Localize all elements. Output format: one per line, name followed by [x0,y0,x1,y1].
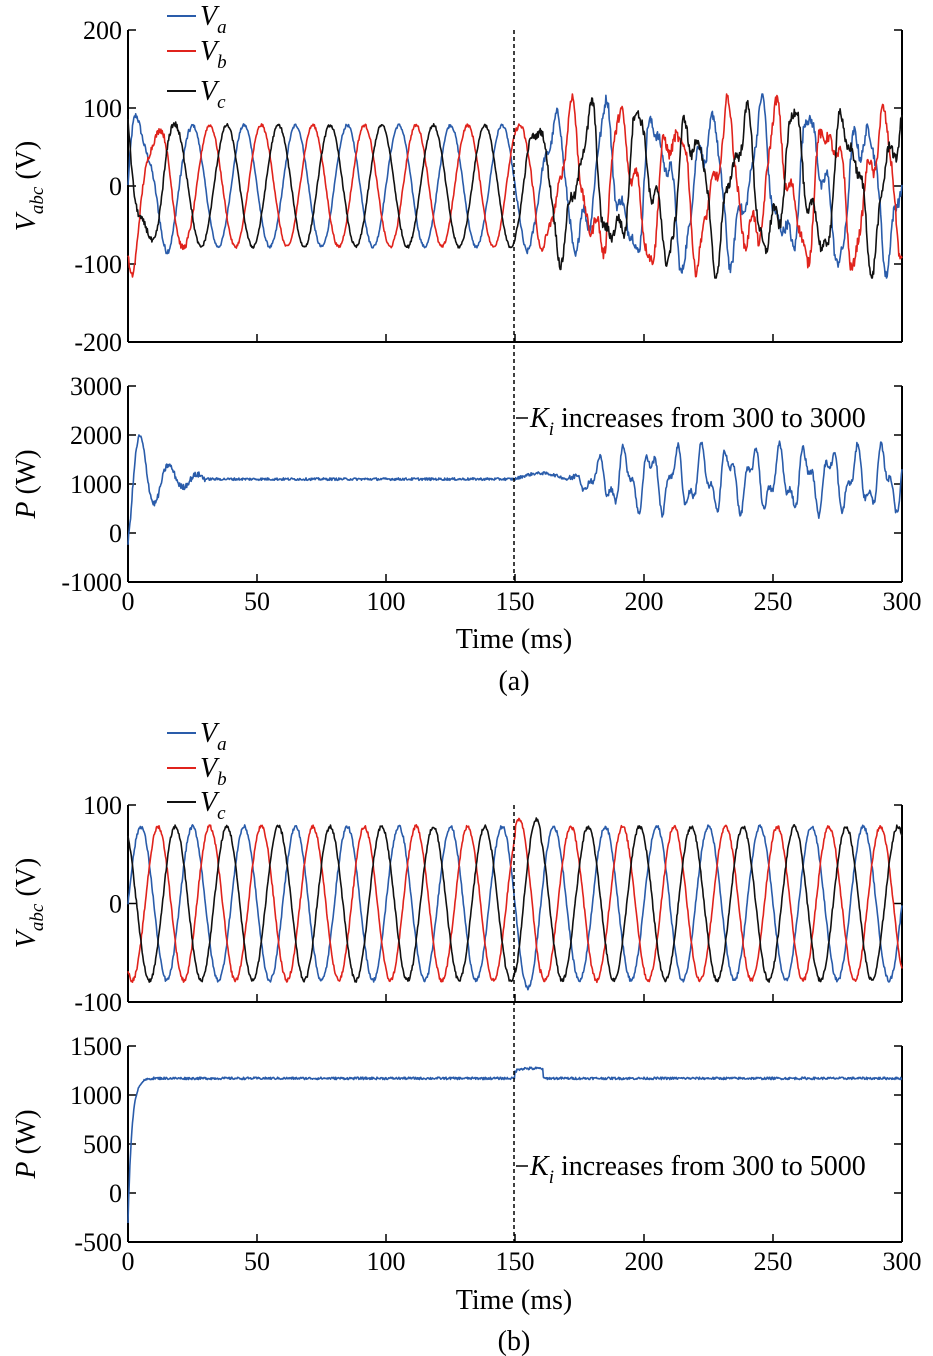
x-tick-label: 100 [367,587,406,616]
x-tick-label: 0 [122,587,135,616]
x-tick-label: 150 [496,587,535,616]
legend-b-va-label: Va [200,718,227,755]
y-tick-label: -500 [74,1228,122,1257]
x-tick-label: 200 [625,587,664,616]
y-axis-title: P (W) [11,1109,42,1179]
annotation-b-text: Ki increases from 300 to 5000 [529,1151,866,1188]
y-tick-label: 0 [109,519,122,548]
y-tick-label: 2000 [70,421,122,450]
caption-a: (a) [498,666,529,697]
legend-a-va-label: Va [200,1,227,38]
series-vb-a [127,93,903,278]
y-tick-label: 0 [109,890,122,919]
x-tick-label: 100 [367,1247,406,1276]
legend-b: Va Vb Vc [167,718,227,824]
y-tick-label: -100 [74,250,122,279]
series-vc-a [127,97,903,279]
legend-b-vb-label: Vb [200,753,227,790]
series-p-b [127,1066,903,1224]
y-axis-title: Vabc (V) [11,858,48,948]
y-tick-label: -200 [74,328,122,357]
legend-a: Va Vb Vc [167,1,227,113]
annotation-a: Ki increases from 300 to 3000 [516,403,866,440]
y-axis-title: Vabc (V) [11,141,48,231]
series-va-b [127,824,903,991]
y-tick-label: 100 [83,94,122,123]
x-tick-label: 150 [496,1247,535,1276]
y-axis-title: P (W) [11,449,42,519]
x-tick-label: 50 [244,587,270,616]
x-tick-label: 0 [122,1247,135,1276]
x-tick-label: 300 [883,1247,922,1276]
series-vb-b [127,817,903,984]
y-tick-label: 1000 [70,1081,122,1110]
x-tick-label: 250 [754,1247,793,1276]
y-tick-label: 1000 [70,470,122,499]
y-tick-label: 100 [83,791,122,820]
panel-a-voltage: 200 100 0 -100 -200 Vabc (V) [11,16,903,357]
y-tick-label: 200 [83,16,122,45]
x-tick-label: 200 [625,1247,664,1276]
annotation-a-text: Ki increases from 300 to 3000 [529,403,866,440]
caption-b: (b) [498,1326,531,1356]
x-axis-title-a: Time (ms) [456,624,572,655]
x-axis-title-b: Time (ms) [456,1285,572,1316]
panel-b-voltage: 100 0 -100 Vabc (V) [11,791,903,1017]
series-vc-b [127,817,903,983]
legend-a-vb-label: Vb [200,36,227,73]
series-p-a [127,434,903,545]
x-tick-label: 300 [883,587,922,616]
y-tick-label: -100 [74,988,122,1017]
y-tick-label: 500 [83,1130,122,1159]
y-tick-label: -1000 [61,568,122,597]
legend-a-vc-label: Vc [200,76,226,113]
x-tick-label: 50 [244,1247,270,1276]
y-tick-label: 0 [109,172,122,201]
y-tick-label: 0 [109,1179,122,1208]
annotation-b: Ki increases from 300 to 5000 [516,1151,866,1188]
y-tick-label: 1500 [70,1032,122,1061]
y-tick-label: 3000 [70,372,122,401]
x-tick-label: 250 [754,587,793,616]
legend-b-vc-label: Vc [200,787,226,824]
